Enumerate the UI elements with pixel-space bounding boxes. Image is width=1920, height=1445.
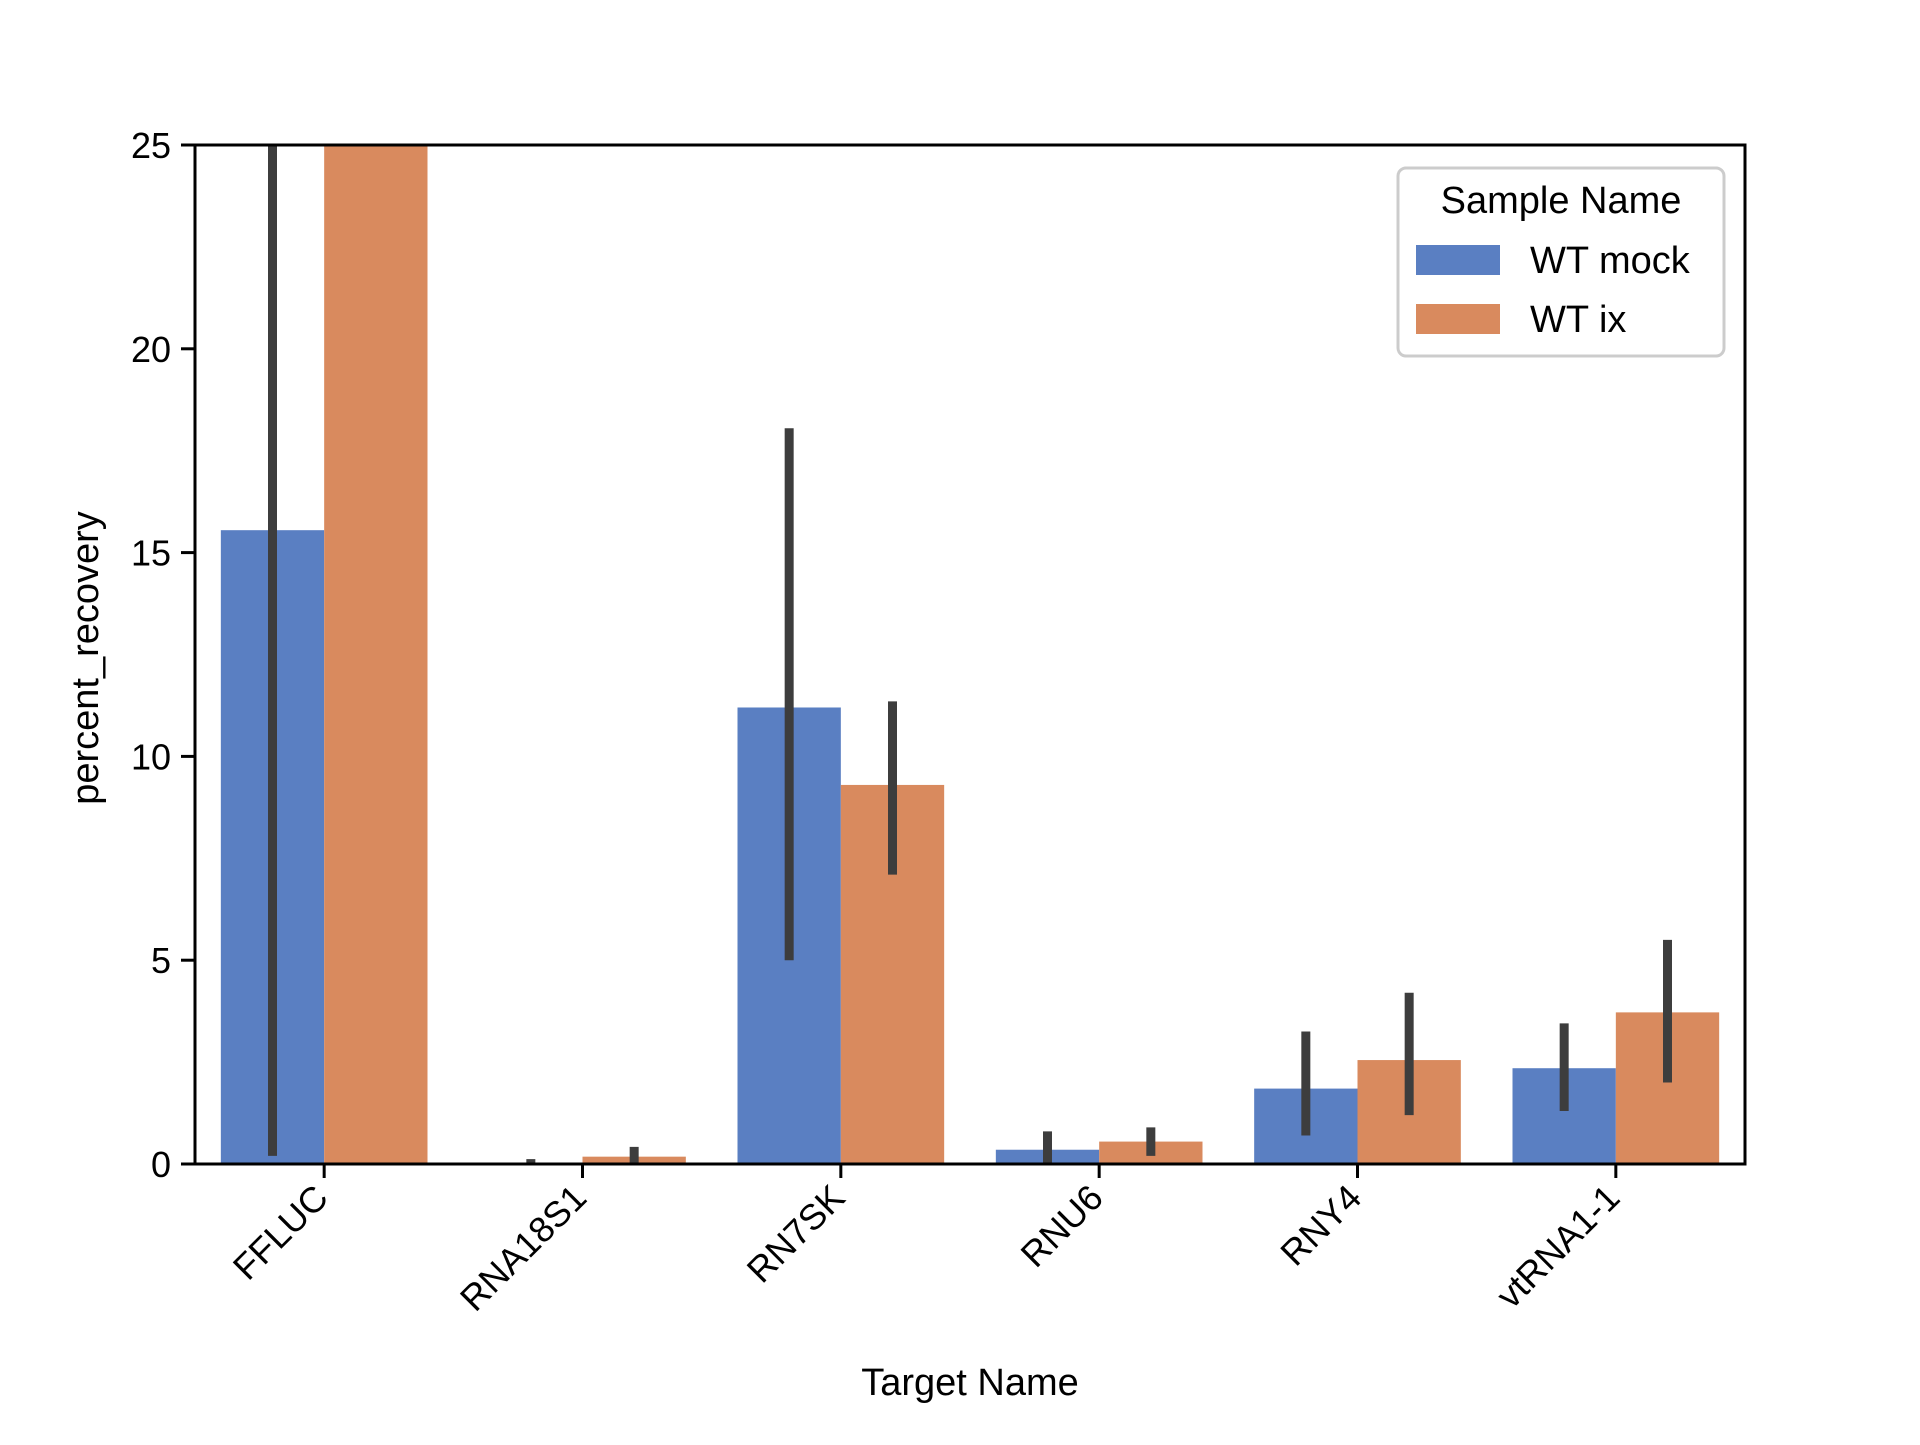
legend-swatch-wt-mock [1416,245,1500,275]
legend-label-wt-mock: WT mock [1530,240,1691,282]
y-tick-label: 15 [131,533,171,574]
legend-title: Sample Name [1441,180,1682,222]
y-axis-label: percent_recovery [65,511,107,805]
y-tick-label: 0 [151,1144,171,1185]
legend-label-wt-ix: WT ix [1530,299,1626,341]
y-tick-label: 20 [131,329,171,370]
plot-frame [193,143,1747,1166]
legend-swatch-wt-ix [1416,304,1500,334]
bars-layer [220,145,1720,1164]
y-tick-label: 25 [131,125,171,166]
x-axis-label: Target Name [861,1362,1079,1404]
legend: Sample Name WT mock WT ix [1396,166,1726,358]
error-bars-layer [268,145,1672,1164]
y-tick-label: 5 [151,940,171,981]
bar-wt-ix-ffluc [324,145,428,1164]
y-tick-label: 10 [131,736,171,777]
